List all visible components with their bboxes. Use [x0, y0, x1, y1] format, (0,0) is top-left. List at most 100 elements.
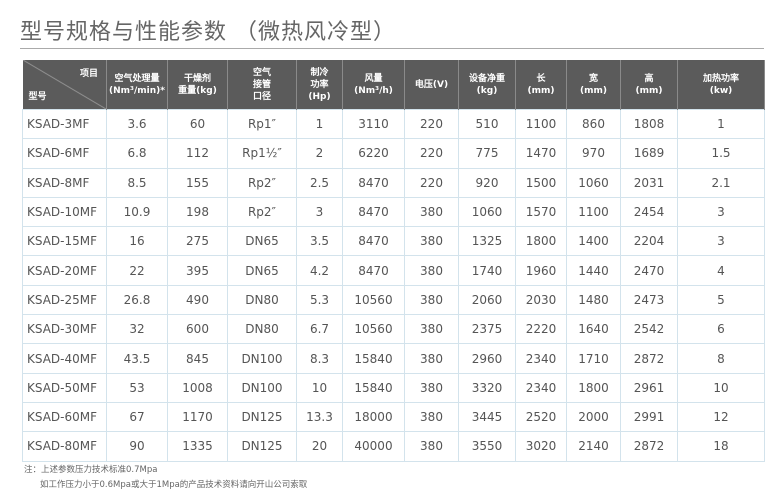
column-header-line: 高	[644, 73, 654, 84]
column-header-line: 空气	[252, 67, 271, 78]
value-cell: 2542	[620, 314, 678, 345]
table-row: KSAD-40MF 43.5 845 DN100 8.3 15840 380 2960 2340…	[22, 343, 765, 374]
value-cell: 380	[404, 196, 459, 228]
column-header-line: (mm)	[527, 85, 555, 96]
value-cell: 380	[404, 255, 459, 286]
value-cell: 380	[404, 431, 459, 462]
value-cell: 380	[404, 372, 459, 403]
value-cell: Rp1½″	[227, 138, 297, 169]
value-cell: 3445	[458, 401, 516, 433]
column-header: 空气 接管 口径	[227, 60, 297, 110]
value-cell: 380	[404, 314, 459, 345]
column-header-line: 加热功率	[702, 73, 739, 84]
value-cell: 22	[106, 255, 168, 286]
value-cell: 1800	[566, 372, 621, 403]
value-cell: 1800	[515, 226, 567, 257]
value-cell: 2140	[566, 431, 621, 462]
column-header: 空气处理量 (Nm³/min)*	[106, 60, 168, 110]
column-header: 宽 (mm)	[566, 60, 621, 110]
value-cell: 2872	[620, 343, 678, 374]
value-cell: 2030	[515, 284, 567, 316]
value-cell: 10560	[342, 284, 405, 316]
value-cell: 600	[167, 314, 228, 345]
table-row: KSAD-30MF 32 600 DN80 6.7 10560 380 2375 2220 164…	[22, 314, 765, 345]
value-cell: 20	[296, 431, 343, 462]
model-cell: KSAD-15MF	[22, 226, 107, 257]
column-header-line: 功率	[310, 79, 329, 90]
value-cell: 1500	[515, 167, 567, 198]
value-cell: 8470	[342, 167, 405, 198]
table-row: KSAD-60MF 67 1170 DN125 13.3 18000 380 3445 2520…	[22, 401, 765, 433]
value-cell: 920	[458, 167, 516, 198]
value-cell: 8470	[342, 255, 405, 286]
model-cell: KSAD-40MF	[22, 343, 107, 374]
value-cell: 53	[106, 372, 168, 403]
table-row: KSAD-6MF 6.8 112 Rp1½″ 2 6220 220 775 1470 970 168…	[22, 138, 765, 169]
column-header-line: (kg)	[476, 85, 498, 96]
note-line: 如工作压力小于0.6Mpa或大于1Mpa的产品技术资料请向开山公司索取	[40, 480, 308, 490]
table-row: KSAD-25MF 26.8 490 DN80 5.3 10560 380 2060 2030 1…	[22, 284, 765, 316]
value-cell: 220	[404, 108, 459, 140]
column-header: 加热功率 (kw)	[677, 60, 765, 110]
note-line: 注：上述参数压力技术标准0.7Mpa	[24, 465, 158, 475]
column-header-line: (kw)	[709, 85, 733, 96]
value-cell: 380	[404, 401, 459, 433]
value-cell: 90	[106, 431, 168, 462]
value-cell: 16	[106, 226, 168, 257]
model-label: 型号	[28, 92, 47, 102]
value-cell: 2060	[458, 284, 516, 316]
column-header: 制冷 功率 (Hp)	[296, 60, 343, 110]
table-row: KSAD-15MF 16 275 DN65 3.5 8470 380 1325 1800 1400…	[22, 226, 765, 257]
value-cell: 1100	[515, 108, 567, 140]
value-cell: 3.6	[106, 108, 168, 140]
table-row: KSAD-8MF 8.5 155 Rp2″ 2.5 8470 220 920 1500 1060 2…	[22, 167, 765, 198]
value-cell: 198	[167, 196, 228, 228]
value-cell: 1480	[566, 284, 621, 316]
table-header-row: 项目 型号 空气处理量 (Nm³/min)* 干燥剂 重量(kg) 空气 接管 口径 制冷 功率(…	[22, 60, 765, 110]
value-cell: 2.5	[296, 167, 343, 198]
value-cell: 12	[677, 401, 765, 433]
value-cell: 4.2	[296, 255, 343, 286]
value-cell: 3110	[342, 108, 405, 140]
value-cell: 2220	[515, 314, 567, 345]
column-header: 长 (mm)	[515, 60, 567, 110]
value-cell: 1	[677, 108, 765, 140]
value-cell: 2454	[620, 196, 678, 228]
column-header-line: (Nm³/h)	[354, 85, 393, 96]
value-cell: 5	[677, 284, 765, 316]
value-cell: 1.5	[677, 138, 765, 169]
column-header-line: 宽	[588, 73, 598, 84]
value-cell: 845	[167, 343, 228, 374]
value-cell: 13.3	[296, 401, 343, 433]
value-cell: 40000	[342, 431, 405, 462]
value-cell: 67	[106, 401, 168, 433]
model-cell: KSAD-8MF	[22, 167, 107, 198]
value-cell: 1570	[515, 196, 567, 228]
value-cell: 1470	[515, 138, 567, 169]
column-header-line: 空气处理量	[114, 73, 160, 84]
column-header-line: 电压(V)	[414, 79, 449, 90]
value-cell: 15840	[342, 372, 405, 403]
value-cell: 60	[167, 108, 228, 140]
corner-header: 项目 型号	[22, 60, 107, 110]
value-cell: 8.3	[296, 343, 343, 374]
value-cell: 1960	[515, 255, 567, 286]
model-cell: KSAD-80MF	[22, 431, 107, 462]
value-cell: 26.8	[106, 284, 168, 316]
value-cell: 6	[677, 314, 765, 345]
value-cell: DN80	[227, 284, 297, 316]
column-header-line: 重量(kg)	[178, 85, 217, 96]
value-cell: 3	[296, 196, 343, 228]
value-cell: 1335	[167, 431, 228, 462]
column-header-line: 长	[536, 73, 546, 84]
footnote: 注：上述参数压力技术标准0.7Mpa 如工作压力小于0.6Mpa或大于1Mpa的…	[24, 463, 307, 493]
value-cell: 1640	[566, 314, 621, 345]
value-cell: 2340	[515, 372, 567, 403]
value-cell: 1740	[458, 255, 516, 286]
model-cell: KSAD-60MF	[22, 401, 107, 433]
value-cell: 3320	[458, 372, 516, 403]
model-cell: KSAD-25MF	[22, 284, 107, 316]
value-cell: 3020	[515, 431, 567, 462]
value-cell: 1100	[566, 196, 621, 228]
value-cell: 510	[458, 108, 516, 140]
